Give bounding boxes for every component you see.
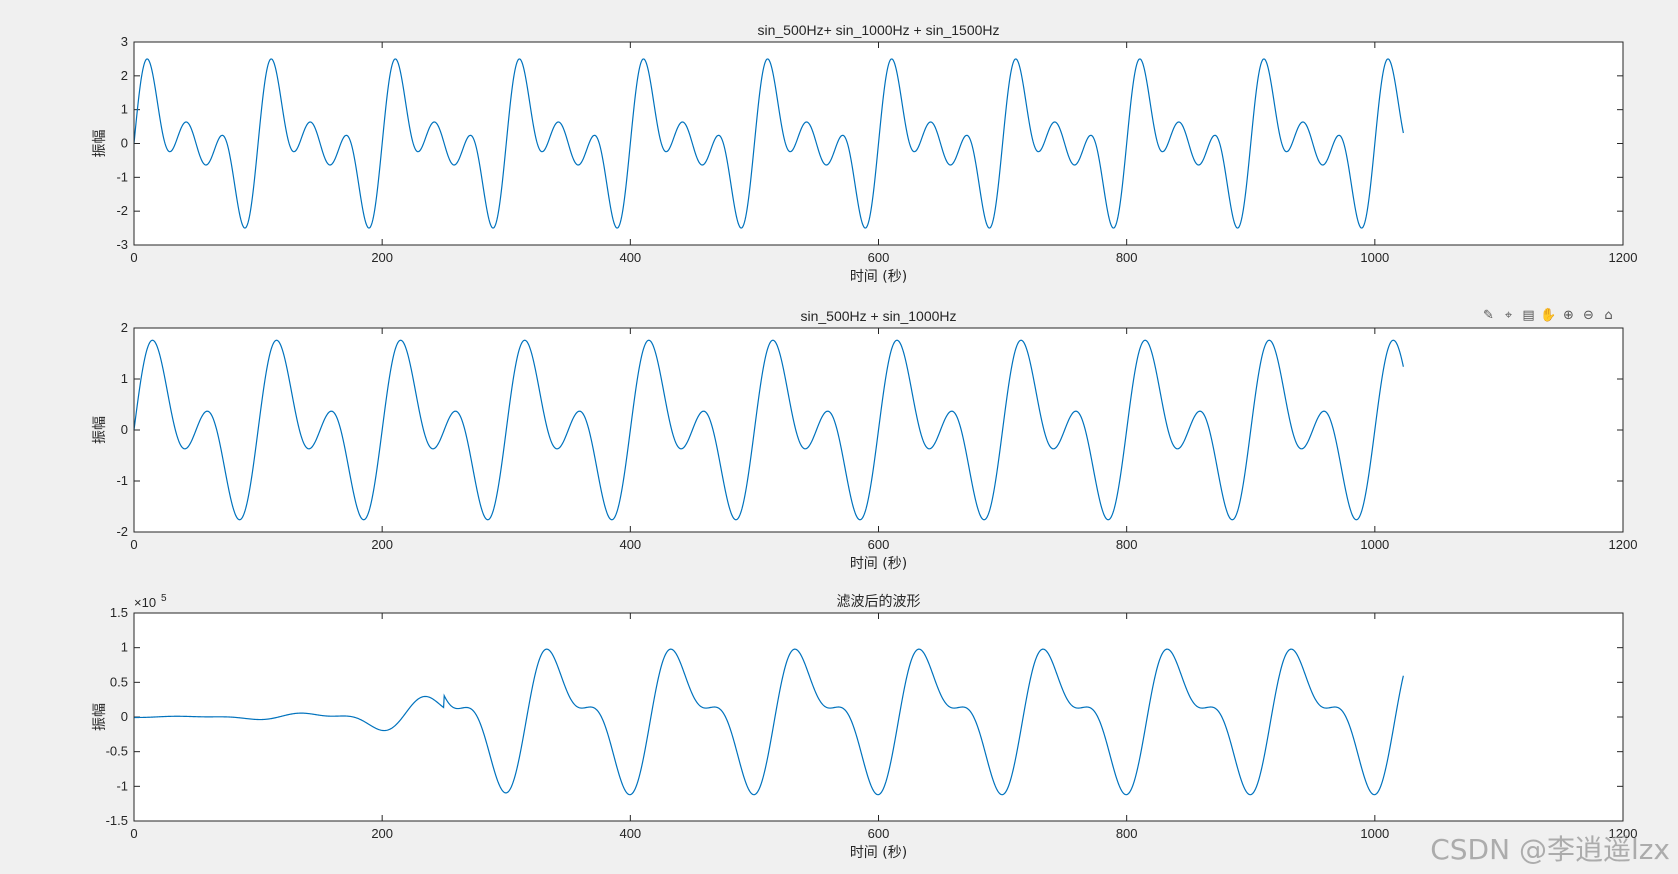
x-tick-label: 800 <box>1116 826 1138 841</box>
watermark: CSDN @李逍遥lzx <box>1430 833 1670 866</box>
x-axis-label-3: 时间 (秒) <box>850 845 907 861</box>
brush-icon[interactable]: ✎ <box>1483 307 1494 323</box>
x-tick-label: 400 <box>619 537 641 552</box>
axes-background-3 <box>134 613 1623 821</box>
chart-title-2: sin_500Hz + sin_1000Hz <box>800 308 956 324</box>
x-tick-label: 400 <box>619 250 641 265</box>
y-tick-label: -0.5 <box>106 744 128 759</box>
x-tick-label: 0 <box>130 537 137 552</box>
y-exponent-value: 5 <box>161 593 167 604</box>
x-tick-label: 800 <box>1116 537 1138 552</box>
y-tick-label: -2 <box>116 203 128 218</box>
y-tick-label: -2 <box>116 524 128 539</box>
x-tick-label: 200 <box>371 537 393 552</box>
y-exponent-label: ×10 <box>134 595 156 610</box>
chart-title-1: sin_500Hz+ sin_1000Hz + sin_1500Hz <box>757 22 999 38</box>
y-tick-label: 1.5 <box>110 605 128 620</box>
x-tick-label: 1200 <box>1609 826 1638 841</box>
chart-title-3: 滤波后的波形 <box>837 593 921 609</box>
x-axis-label-1: 时间 (秒) <box>850 269 907 285</box>
y-tick-label: -1 <box>116 473 128 488</box>
x-axis-label-2: 时间 (秒) <box>850 556 907 572</box>
y-tick-label: 0 <box>121 422 128 437</box>
legend-icon[interactable]: ▤ <box>1522 307 1535 323</box>
x-tick-label: 1000 <box>1360 826 1389 841</box>
y-tick-label: 0 <box>121 709 128 724</box>
y-axis-label-3: 振幅 <box>92 703 108 731</box>
x-tick-label: 0 <box>130 826 137 841</box>
x-tick-label: 600 <box>868 826 890 841</box>
y-tick-label: -3 <box>116 237 128 252</box>
y-axis-label-2: 振幅 <box>92 416 108 444</box>
y-tick-label: 1 <box>121 102 128 117</box>
x-tick-label: 1200 <box>1609 537 1638 552</box>
y-tick-label: -1 <box>116 778 128 793</box>
y-tick-label: 1 <box>121 640 128 655</box>
series-line-1 <box>133 58 1404 229</box>
x-tick-label: 400 <box>619 826 641 841</box>
x-tick-label: 1200 <box>1609 250 1638 265</box>
zoom-in-icon[interactable]: ⊕ <box>1563 307 1574 323</box>
y-tick-label: 0 <box>121 136 128 151</box>
y-tick-label: -1 <box>116 169 128 184</box>
y-tick-label: 0.5 <box>110 674 128 689</box>
series-line-3 <box>134 648 1404 796</box>
axes-box-1 <box>133 41 1624 246</box>
x-tick-label: 0 <box>130 250 137 265</box>
x-tick-label: 200 <box>371 250 393 265</box>
y-tick-label: 1 <box>121 371 128 386</box>
pan-icon[interactable]: ✋ <box>1540 307 1557 323</box>
y-tick-label: 2 <box>121 320 128 335</box>
x-tick-label: 600 <box>868 250 890 265</box>
zoom-out-icon[interactable]: ⊖ <box>1583 307 1594 323</box>
y-axis-label-1: 振幅 <box>92 130 108 158</box>
x-tick-label: 1000 <box>1360 250 1389 265</box>
x-tick-label: 1000 <box>1360 537 1389 552</box>
x-tick-label: 800 <box>1116 250 1138 265</box>
axes-box-3 <box>133 612 1624 822</box>
data-tip-icon[interactable]: ⌖ <box>1504 307 1513 323</box>
axes-box-2 <box>133 327 1624 533</box>
y-tick-label: 2 <box>121 68 128 83</box>
axes-toolbar: ✎ ⌖ ▤ ✋ ⊕ ⊖ ⌂ <box>1480 306 1617 324</box>
x-tick-label: 200 <box>371 826 393 841</box>
x-tick-label: 600 <box>868 537 890 552</box>
series-line-2 <box>133 339 1404 521</box>
y-tick-label: 3 <box>121 34 128 49</box>
y-tick-label: -1.5 <box>106 813 128 828</box>
home-icon[interactable]: ⌂ <box>1604 307 1613 323</box>
